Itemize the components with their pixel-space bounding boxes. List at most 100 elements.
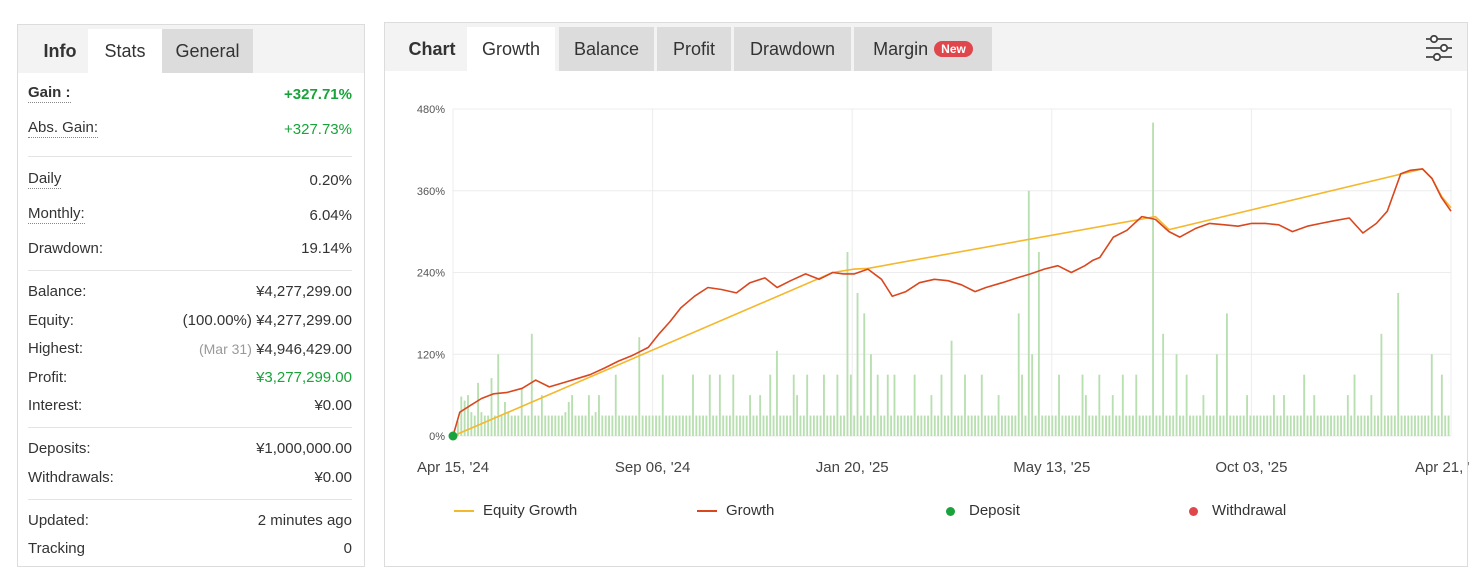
tab-margin[interactable]: Margin New — [854, 27, 992, 71]
volume-bar — [809, 415, 812, 436]
y-tick-label: 240% — [417, 268, 445, 280]
volume-bar — [1437, 415, 1440, 436]
volume-bar — [1118, 415, 1121, 436]
tab-balance[interactable]: Balance — [559, 27, 654, 71]
divider — [28, 270, 352, 271]
volume-bar — [1027, 190, 1030, 436]
volume-bar — [608, 415, 610, 436]
tab-stats[interactable]: Stats — [88, 29, 162, 73]
tab-drawdown[interactable]: Drawdown — [734, 27, 851, 71]
legend-growth[interactable]: Growth — [697, 501, 774, 521]
volume-bar — [1074, 415, 1077, 436]
volume-bar — [467, 395, 469, 436]
tab-info[interactable]: Info — [43, 41, 77, 61]
volume-bar — [1434, 415, 1437, 436]
volume-bar — [859, 415, 862, 436]
gain-label[interactable]: Gain : — [28, 84, 71, 103]
volume-bar — [1393, 415, 1396, 436]
drawdown-label: Drawdown: — [28, 240, 104, 257]
abs-gain-label[interactable]: Abs. Gain: — [28, 119, 99, 138]
volume-bar — [1051, 415, 1054, 436]
volume-bar — [510, 415, 513, 436]
volume-bar — [772, 415, 775, 436]
stat-abs-gain: Abs. Gain: +327.73% — [28, 119, 352, 141]
daily-value: 0.20% — [309, 172, 352, 189]
legend-withdrawal[interactable]: Withdrawal — [1189, 501, 1286, 521]
volume-bar — [1004, 415, 1007, 436]
tab-profit[interactable]: Profit — [657, 27, 731, 71]
volume-bar — [668, 415, 671, 436]
volume-bar — [1427, 415, 1430, 436]
volume-bar — [1373, 415, 1376, 436]
volume-bar — [836, 374, 839, 436]
volume-bar — [1158, 415, 1161, 436]
volume-bar — [1343, 415, 1346, 436]
volume-bar — [621, 415, 624, 436]
withdrawal-swatch — [1189, 506, 1198, 516]
volume-bar — [1309, 415, 1312, 436]
stat-updated: Updated: 2 minutes ago — [28, 510, 352, 532]
volume-bar — [598, 395, 600, 436]
tab-growth[interactable]: Growth — [467, 27, 555, 71]
volume-bar — [1195, 415, 1198, 436]
tab-chart[interactable]: Chart — [408, 39, 456, 59]
volume-bar — [1178, 415, 1181, 436]
volume-bar — [802, 415, 805, 436]
volume-bar — [1111, 395, 1114, 436]
withdrawals-value: ¥0.00 — [314, 469, 352, 486]
volume-bar — [1276, 415, 1279, 436]
profit-label: Profit: — [28, 369, 68, 386]
tab-general[interactable]: General — [162, 29, 253, 73]
volume-bar — [1115, 415, 1118, 436]
legend-deposit[interactable]: Deposit — [946, 501, 1020, 521]
volume-bar — [960, 415, 963, 436]
volume-bar — [937, 415, 940, 436]
volume-bar — [1024, 415, 1027, 436]
volume-bar — [1185, 374, 1188, 436]
volume-bar — [1098, 374, 1101, 436]
volume-bar — [742, 415, 745, 436]
volume-bar — [1095, 415, 1097, 436]
legend-equity-growth[interactable]: Equity Growth — [454, 501, 577, 521]
stat-balance: Balance: ¥4,277,299.00 — [28, 281, 352, 303]
volume-bar — [1125, 415, 1128, 436]
profit-value: ¥3,277,299.00 — [256, 369, 352, 386]
balance-label: Balance: — [28, 283, 87, 300]
volume-bar — [782, 415, 785, 436]
volume-bar — [826, 415, 829, 436]
volume-bar — [1387, 415, 1390, 436]
sliders-icon[interactable] — [1425, 35, 1453, 61]
volume-bar — [1175, 354, 1178, 436]
daily-label[interactable]: Daily — [28, 170, 62, 189]
volume-bar — [698, 415, 701, 436]
equity-value: ¥4,277,299.00 — [256, 312, 352, 329]
volume-bar — [1189, 415, 1191, 436]
updated-label: Updated: — [28, 512, 89, 529]
stat-profit: Profit: ¥3,277,299.00 — [28, 367, 352, 389]
volume-bar — [1299, 415, 1302, 436]
monthly-label[interactable]: Monthly: — [28, 205, 85, 224]
volume-bar — [547, 415, 550, 436]
volume-bar — [557, 415, 560, 436]
volume-bar — [906, 415, 909, 436]
volume-bar — [1266, 415, 1269, 436]
volume-bar — [927, 415, 929, 436]
volume-bar — [843, 415, 846, 436]
volume-bar — [984, 415, 987, 436]
volume-bar — [624, 415, 627, 436]
y-tick-label: 480% — [417, 104, 445, 116]
divider — [28, 156, 352, 157]
volume-bar — [833, 415, 835, 436]
volume-bar — [1296, 415, 1299, 436]
volume-bar — [554, 415, 557, 436]
volume-bar — [1205, 415, 1208, 436]
updated-value: 2 minutes ago — [257, 512, 352, 529]
volume-bar — [634, 415, 637, 436]
volume-bar — [1236, 415, 1238, 436]
volume-bar — [776, 350, 778, 436]
volume-bar — [1242, 415, 1245, 436]
volume-bar — [1323, 415, 1326, 436]
volume-bar — [1330, 415, 1332, 436]
x-tick-label: Jan 20, '25 — [816, 459, 889, 476]
volume-bar — [880, 415, 882, 436]
